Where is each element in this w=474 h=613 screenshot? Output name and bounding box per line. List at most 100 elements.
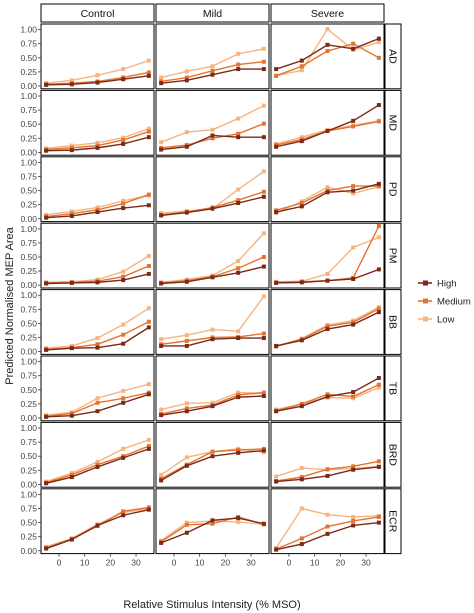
data-point-high	[299, 280, 304, 285]
panel-ad-severe-frame	[270, 23, 385, 90]
data-point-high	[95, 280, 100, 285]
data-point-high	[299, 139, 304, 144]
data-point-high	[261, 135, 266, 140]
data-point-high	[261, 67, 266, 72]
data-point-medium	[351, 41, 356, 46]
data-point-low	[121, 322, 126, 327]
data-point-high	[184, 409, 189, 414]
data-point-high	[95, 145, 100, 150]
data-point-low	[146, 306, 151, 311]
panel-pm-severe-frame	[270, 222, 385, 289]
data-point-high	[121, 77, 126, 82]
y-tick-label-tb: 0.50	[20, 385, 37, 395]
data-point-low	[210, 127, 215, 132]
data-point-medium	[261, 121, 266, 126]
data-point-high	[236, 395, 241, 400]
data-point-medium	[274, 73, 279, 78]
data-point-low	[95, 205, 100, 210]
panel-ad-mild-frame	[155, 23, 270, 90]
data-point-low	[95, 396, 100, 401]
data-point-low	[95, 336, 100, 341]
data-point-high	[44, 215, 49, 220]
y-tick-label-ad: 1.00	[20, 25, 37, 35]
data-point-medium	[210, 68, 215, 73]
row-strip-ad	[384, 23, 402, 90]
y-tick-label-pm: 0.50	[20, 252, 37, 262]
data-point-high	[95, 80, 100, 85]
y-tick-label-pd: 0.50	[20, 186, 37, 196]
panel-pm-control	[40, 222, 155, 289]
data-point-high	[184, 144, 189, 149]
data-point-high	[351, 322, 356, 327]
data-point-medium	[325, 324, 330, 329]
data-point-low	[69, 143, 74, 148]
data-point-high	[121, 141, 126, 146]
data-point-high	[325, 327, 330, 332]
data-point-low	[95, 73, 100, 78]
data-point-low	[146, 58, 151, 63]
panel-brd-severe	[270, 421, 385, 488]
row-strip-ecr	[384, 488, 402, 555]
data-point-high	[121, 341, 126, 346]
row-strip-md	[384, 89, 402, 156]
data-point-low	[236, 520, 241, 525]
data-point-high	[261, 264, 266, 269]
y-tick-label-ecr: 0.75	[20, 504, 37, 514]
data-point-low	[159, 472, 164, 477]
y-tick-label-brd: 1.00	[20, 423, 37, 433]
panel-pd-control	[40, 156, 155, 223]
x-tick-label: 30	[361, 558, 371, 568]
data-point-medium	[376, 119, 381, 124]
data-point-low	[184, 401, 189, 406]
data-point-high	[184, 210, 189, 215]
data-point-low	[121, 446, 126, 451]
row-strip-pm	[384, 222, 402, 289]
data-point-medium	[210, 136, 215, 141]
column-strip-label-mild: Mild	[203, 8, 222, 20]
row-strip-label-pm: PM	[387, 248, 399, 264]
legend: High Medium Low	[418, 279, 471, 326]
x-tick-label: 0	[287, 558, 292, 568]
data-point-medium	[236, 266, 241, 271]
data-point-high	[325, 190, 330, 195]
axes-layer: 0.000.250.500.751.000.000.250.500.751.00…	[20, 25, 371, 568]
data-point-high	[376, 36, 381, 41]
data-point-high	[146, 507, 151, 512]
data-point-medium	[351, 184, 356, 189]
data-point-high	[236, 135, 241, 140]
data-point-low	[121, 135, 126, 140]
data-point-low	[159, 140, 164, 145]
data-point-low	[121, 198, 126, 203]
data-point-high	[184, 343, 189, 348]
y-tick-label-md: 1.00	[20, 91, 37, 101]
data-point-low	[184, 69, 189, 74]
data-point-low	[159, 75, 164, 80]
data-point-medium	[121, 332, 126, 337]
panel-bb-mild-frame	[155, 289, 270, 355]
data-point-high	[299, 58, 304, 63]
data-point-high	[274, 343, 279, 348]
x-tick-label: 10	[80, 558, 90, 568]
panel-tb-severe-frame	[270, 355, 385, 422]
data-point-high	[274, 479, 279, 484]
legend-label-medium: Medium	[437, 297, 471, 308]
data-point-high	[159, 213, 164, 218]
data-point-low	[274, 474, 279, 479]
data-point-low	[236, 51, 241, 56]
data-point-low	[325, 27, 330, 32]
data-point-high	[274, 280, 279, 285]
data-point-medium	[261, 331, 266, 336]
column-strip-control	[40, 3, 155, 23]
data-point-medium	[325, 524, 330, 529]
data-point-high	[261, 194, 266, 199]
y-tick-label-brd: 0.00	[20, 479, 37, 489]
data-point-high	[146, 203, 151, 208]
data-point-high	[351, 467, 356, 472]
data-point-high	[351, 523, 356, 528]
data-point-medium	[184, 406, 189, 411]
legend-marker-high	[423, 280, 428, 286]
y-tick-label-tb: 0.00	[20, 413, 37, 423]
data-point-medium	[184, 338, 189, 343]
data-point-high	[210, 72, 215, 77]
data-point-high	[210, 454, 215, 459]
